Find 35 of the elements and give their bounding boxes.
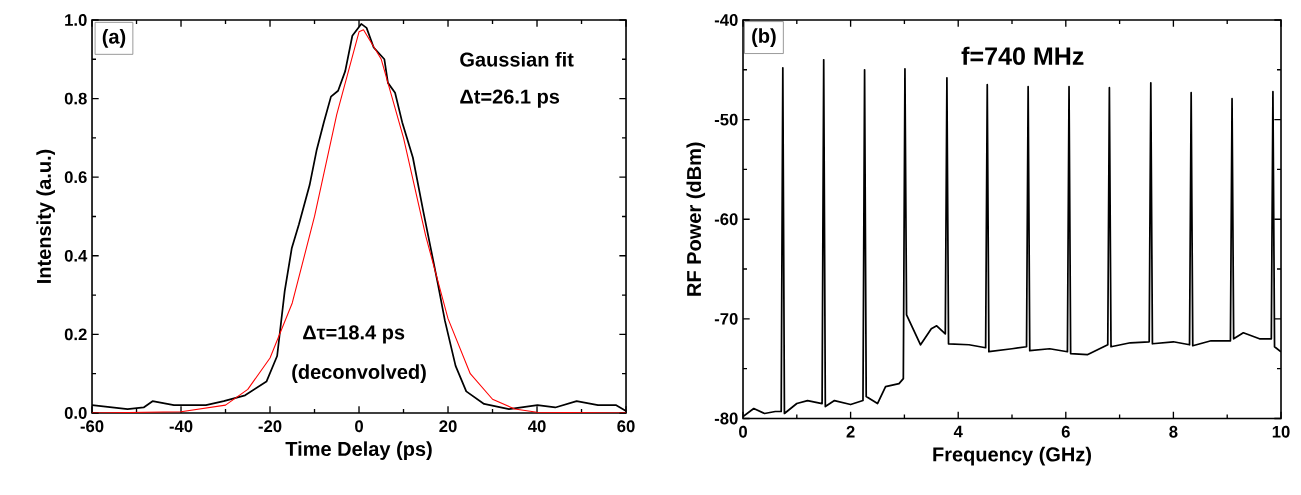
x-tick-label: 20	[439, 420, 457, 433]
y-tick-label: -40	[714, 14, 738, 26]
x-tick-label: 6	[1061, 425, 1070, 438]
y-axis-title: Intensity (a.u.)	[36, 149, 55, 283]
x-axis-title: Frequency (GHz)	[933, 446, 1091, 466]
x-tick-label: -20	[258, 420, 282, 433]
x-tick-label: 0	[355, 420, 363, 433]
x-axis-title: Time Delay (ps)	[285, 441, 432, 460]
y-tick-label: -60	[714, 213, 738, 226]
y-tick-label: 0.6	[64, 171, 87, 184]
x-tick-label: 4	[953, 425, 963, 438]
x-tick-label: -40	[169, 420, 193, 433]
y-tick-label: -80	[714, 412, 738, 425]
y-tick-label: 0.2	[64, 328, 87, 341]
y-tick-label: -50	[714, 113, 738, 126]
y-tick-label: -70	[714, 312, 738, 325]
x-tick-label: 0	[739, 425, 747, 438]
x-tick-label: 40	[528, 420, 546, 433]
annotation: (deconvolved)	[292, 364, 426, 383]
annotation: Gaussian fit	[460, 51, 574, 67]
x-tick-label: 8	[1169, 425, 1178, 438]
annotation: (a)	[102, 29, 126, 48]
annotation: (b)	[752, 28, 776, 47]
y-tick-label: 0.0	[64, 407, 87, 419]
y-tick-label: 1.0	[65, 14, 87, 26]
annotation: Δt=26.1 ps	[460, 89, 560, 108]
x-tick-label: 2	[846, 425, 855, 438]
x-tick-label: 60	[617, 420, 635, 433]
annotation: f=740 MHz	[961, 46, 1084, 66]
x-tick-label: 10	[1272, 425, 1290, 438]
y-tick-label: 0.8	[64, 92, 87, 105]
y-axis-title: RF Power (dBm)	[686, 142, 706, 296]
y-tick-label: 0.4	[64, 249, 88, 262]
x-tick-label: -60	[80, 420, 104, 433]
annotation: Δτ=18.4 ps	[303, 325, 405, 344]
